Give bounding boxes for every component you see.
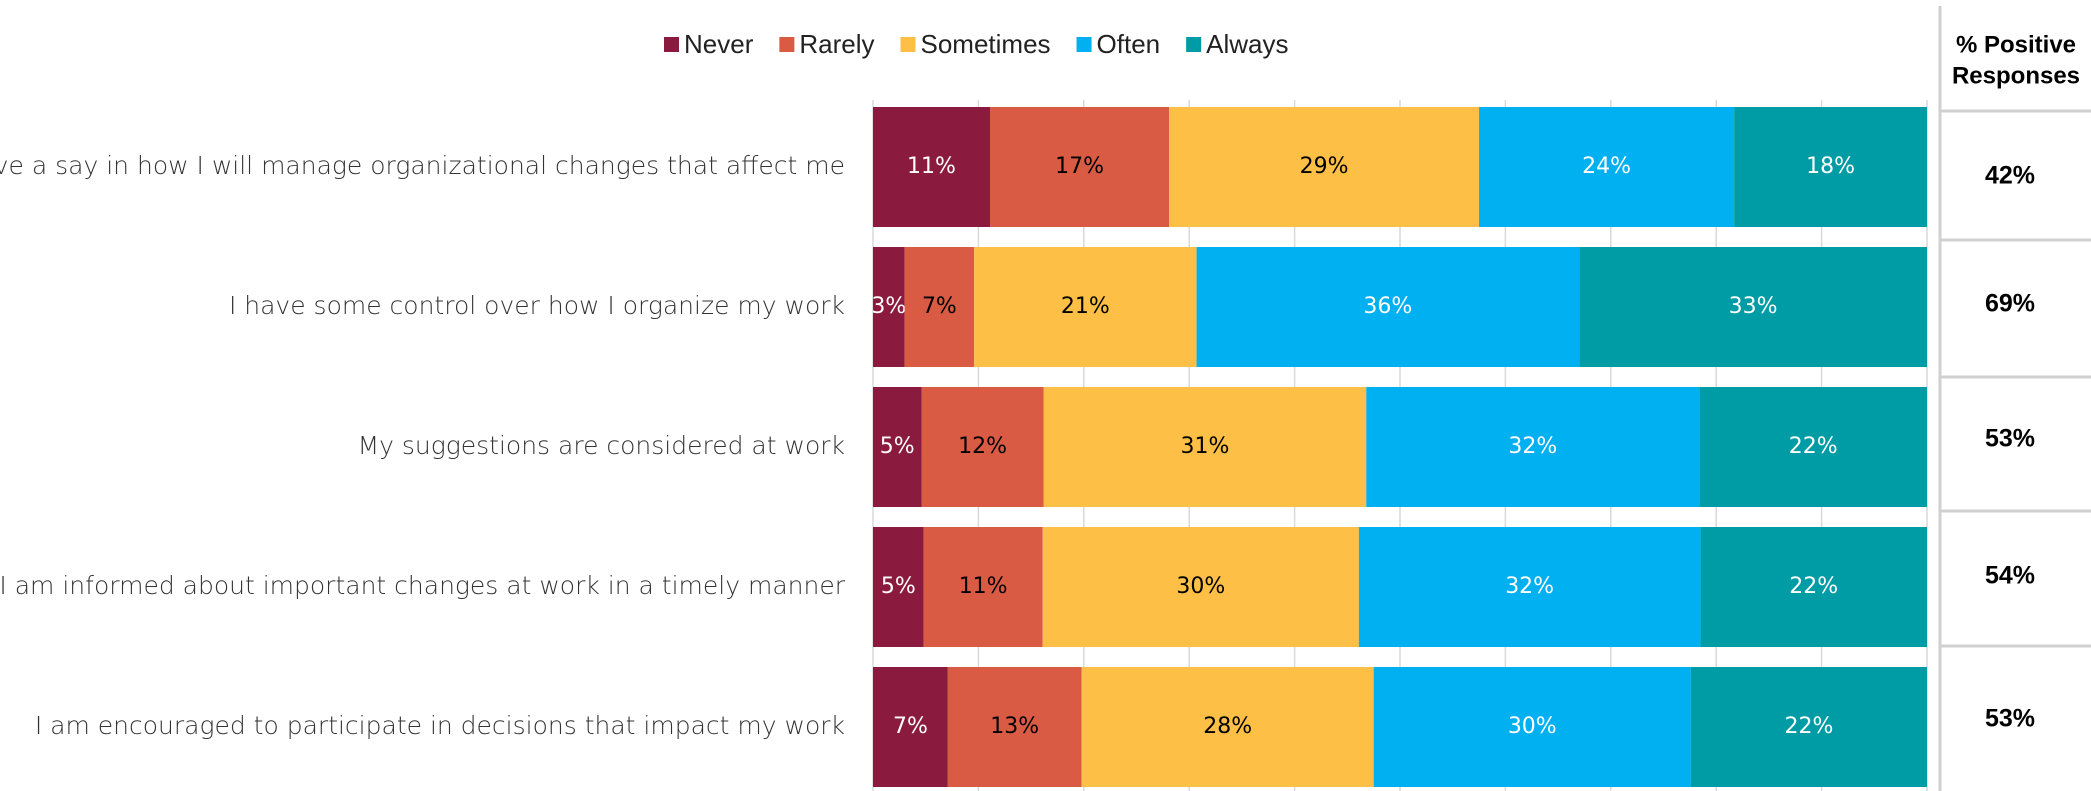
data-label: 32% xyxy=(1508,434,1557,459)
positive-value: 53% xyxy=(1985,705,2035,733)
category-label: I have some control over how I organize … xyxy=(229,291,845,320)
data-label: 12% xyxy=(958,434,1007,459)
category-label: I am informed about important changes at… xyxy=(0,571,846,600)
legend-swatch xyxy=(900,37,916,52)
data-label: 5% xyxy=(881,574,916,599)
bar-segment xyxy=(1169,107,1480,227)
data-label: 7% xyxy=(922,294,957,319)
positive-value: 53% xyxy=(1985,425,2035,453)
positive-value: 69% xyxy=(1985,290,2035,318)
data-label: 31% xyxy=(1181,434,1230,459)
bar-segment xyxy=(873,107,990,227)
legend-label: Sometimes xyxy=(921,29,1051,59)
data-label: 22% xyxy=(1789,434,1838,459)
data-label: 33% xyxy=(1729,294,1778,319)
bar-segment xyxy=(1043,387,1367,507)
data-label: 18% xyxy=(1806,154,1855,179)
bar-segment xyxy=(1358,527,1701,647)
bar-segment xyxy=(923,527,1043,647)
bar-segment xyxy=(1373,667,1691,787)
positive-value: 42% xyxy=(1985,162,2035,190)
bar-segment xyxy=(921,387,1044,507)
bar-segment xyxy=(1042,527,1359,647)
bar-segment xyxy=(1579,247,1927,367)
legend-swatch xyxy=(1186,37,1202,52)
data-label: 29% xyxy=(1300,154,1349,179)
data-label: 5% xyxy=(880,434,915,459)
bar-segment xyxy=(1690,667,1927,787)
category-label: My suggestions are considered at work xyxy=(358,431,845,460)
data-label: 22% xyxy=(1784,714,1833,739)
bar-segment xyxy=(1081,667,1374,787)
bar-segment xyxy=(974,247,1197,367)
category-label: I have a say in how I will manage organi… xyxy=(0,151,845,180)
data-label: 17% xyxy=(1055,154,1104,179)
legend-swatch xyxy=(664,37,679,52)
data-label: 22% xyxy=(1789,574,1838,599)
legend-label: Always xyxy=(1206,29,1288,59)
data-label: 30% xyxy=(1176,574,1225,599)
bar-segment xyxy=(873,247,905,367)
legend-label: Never xyxy=(684,29,754,59)
data-label: 11% xyxy=(959,574,1008,599)
bar-segment xyxy=(947,667,1082,787)
data-label: 11% xyxy=(907,154,956,179)
bar-segment xyxy=(873,667,948,787)
bar-segment xyxy=(1700,527,1927,647)
data-label: 7% xyxy=(893,714,928,739)
legend-swatch xyxy=(779,37,795,52)
data-label: 3% xyxy=(871,294,906,319)
bar-segment xyxy=(873,387,922,507)
legend-swatch xyxy=(1076,37,1092,52)
bar-segment xyxy=(873,527,924,647)
bar-segment xyxy=(1196,247,1580,367)
category-label: I am encouraged to participate in decisi… xyxy=(35,711,845,740)
bar-segment xyxy=(989,107,1170,227)
legend-label: Often xyxy=(1097,29,1161,59)
bar-segment xyxy=(1366,387,1700,507)
bar-segment xyxy=(1479,107,1735,227)
data-label: 30% xyxy=(1508,714,1557,739)
data-label: 24% xyxy=(1582,154,1631,179)
table-header: % Positive xyxy=(1956,31,2076,58)
bar-segment xyxy=(1699,387,1927,507)
data-label: 21% xyxy=(1061,294,1110,319)
data-label: 32% xyxy=(1505,574,1554,599)
data-label: 28% xyxy=(1203,714,1252,739)
data-label: 36% xyxy=(1363,294,1412,319)
data-label: 13% xyxy=(990,714,1039,739)
positive-value: 54% xyxy=(1985,562,2035,590)
table-header: Responses xyxy=(1952,62,2080,89)
bar-segment xyxy=(904,247,975,367)
legend-label: Rarely xyxy=(799,29,874,59)
bar-segment xyxy=(1734,107,1927,227)
